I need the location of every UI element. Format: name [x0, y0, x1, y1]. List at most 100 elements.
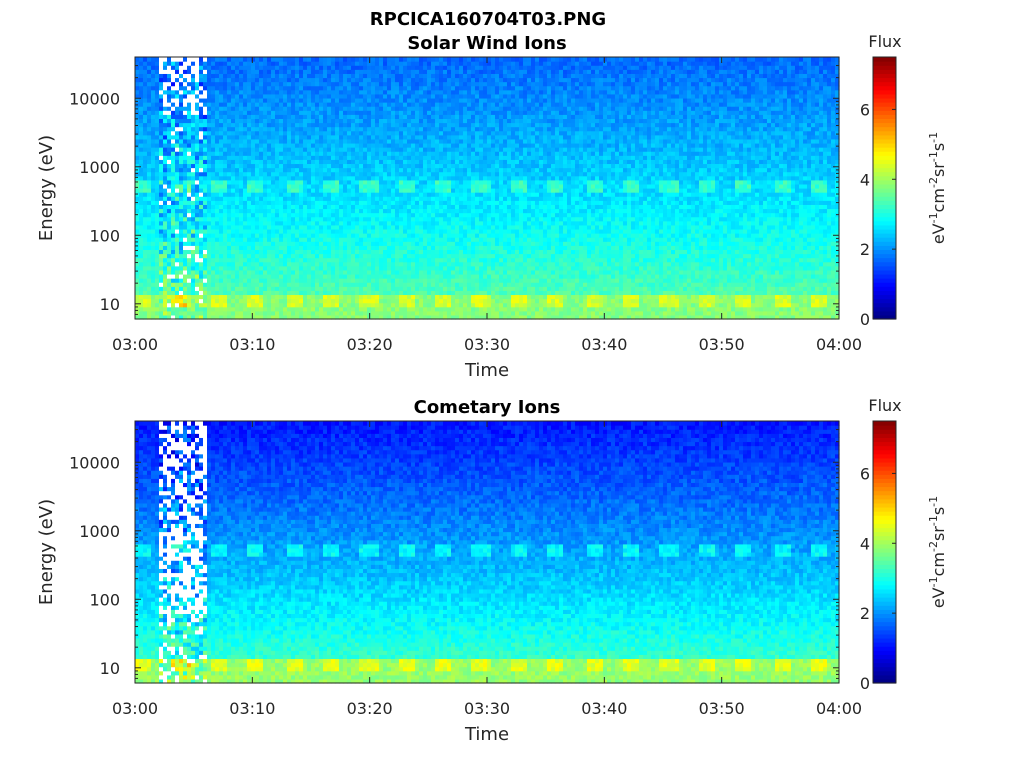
heatmap-cell — [263, 208, 268, 213]
heatmap-cell — [211, 77, 216, 82]
heatmap-cell — [423, 77, 428, 82]
heatmap-cell — [155, 282, 160, 287]
heatmap-cell — [179, 131, 184, 136]
heatmap-cell — [423, 102, 428, 107]
heatmap-cell — [223, 139, 228, 144]
heatmap-cell — [247, 241, 252, 246]
heatmap-cell — [143, 270, 148, 275]
heatmap-cell — [143, 254, 148, 259]
heatmap-cell — [291, 233, 296, 238]
heatmap-cell — [291, 262, 296, 267]
heatmap-cell — [435, 192, 440, 197]
heatmap-cell — [419, 278, 424, 283]
heatmap-cell — [351, 61, 356, 66]
heatmap-cell — [283, 151, 288, 156]
heatmap-cell — [267, 188, 272, 193]
heatmap-cell — [179, 73, 184, 78]
heatmap-cell — [243, 196, 248, 201]
heatmap-cell — [243, 90, 248, 95]
heatmap-cell — [215, 245, 220, 250]
heatmap-cell — [239, 262, 244, 267]
heatmap-cell — [355, 274, 360, 279]
heatmap-cell — [239, 311, 244, 316]
heatmap-cell — [423, 221, 428, 226]
heatmap-cell — [343, 98, 348, 103]
heatmap-cell — [191, 254, 196, 259]
heatmap-cell — [403, 225, 408, 230]
heatmap-cell — [187, 245, 192, 250]
heatmap-cell — [359, 114, 364, 119]
heatmap-cell — [187, 254, 192, 259]
heatmap-cell — [399, 139, 404, 144]
heatmap-cell — [159, 114, 164, 119]
heatmap-cell — [427, 123, 432, 128]
heatmap-cell — [283, 143, 288, 148]
heatmap-cell — [375, 69, 380, 74]
heatmap-cell — [439, 147, 444, 152]
heatmap-cell — [303, 77, 308, 82]
heatmap-cell — [279, 213, 284, 218]
heatmap-cell — [299, 82, 304, 87]
heatmap-cell — [351, 86, 356, 91]
heatmap-cell — [167, 139, 172, 144]
heatmap-cell — [263, 258, 268, 263]
heatmap-cell — [335, 73, 340, 78]
heatmap-cell — [219, 245, 224, 250]
heatmap-cell — [311, 262, 316, 267]
heatmap-cell — [415, 200, 420, 205]
heatmap-cell — [399, 254, 404, 259]
heatmap-cell — [379, 237, 384, 242]
heatmap-cell — [379, 188, 384, 193]
heatmap-cell — [275, 135, 280, 140]
heatmap-cell — [231, 155, 236, 160]
heatmap-cell — [379, 225, 384, 230]
heatmap-cell — [331, 286, 336, 291]
heatmap-cell — [287, 282, 292, 287]
heatmap-cell — [227, 180, 232, 185]
heatmap-cell — [259, 311, 264, 316]
heatmap-cell — [367, 204, 372, 209]
heatmap-cell — [163, 143, 168, 148]
heatmap-cell — [167, 82, 172, 87]
heatmap-cell — [307, 176, 312, 181]
heatmap-cell — [283, 213, 288, 218]
heatmap-cell — [439, 196, 444, 201]
heatmap-cell — [415, 123, 420, 128]
heatmap-cell — [335, 192, 340, 197]
heatmap-cell — [215, 159, 220, 164]
heatmap-cell — [291, 123, 296, 128]
heatmap-cell — [315, 225, 320, 230]
heatmap-cell — [431, 163, 436, 168]
heatmap-cell — [395, 290, 400, 295]
heatmap-cell — [271, 127, 276, 132]
heatmap-cell — [179, 196, 184, 201]
heatmap-cell — [303, 69, 308, 74]
heatmap-cell — [307, 102, 312, 107]
heatmap-cell — [167, 118, 172, 123]
heatmap-cell — [435, 229, 440, 234]
heatmap-cell — [443, 217, 448, 222]
heatmap-cell — [403, 245, 408, 250]
heatmap-cell — [295, 172, 300, 177]
heatmap-cell — [135, 286, 140, 291]
heatmap-cell — [227, 200, 232, 205]
heatmap-cell — [207, 299, 212, 304]
heatmap-cell — [427, 98, 432, 103]
heatmap-cell — [207, 77, 212, 82]
heatmap-cell — [167, 114, 172, 119]
heatmap-cell — [223, 237, 228, 242]
heatmap-cell — [179, 168, 184, 173]
heatmap-cell — [219, 106, 224, 111]
heatmap-cell — [187, 69, 192, 74]
heatmap-cell — [155, 303, 160, 308]
heatmap-cell — [315, 73, 320, 78]
heatmap-cell — [447, 311, 452, 316]
heatmap-cell — [299, 241, 304, 246]
heatmap-cell — [283, 245, 288, 250]
heatmap-cell — [375, 278, 380, 283]
heatmap-cell — [203, 200, 208, 205]
heatmap-cell — [439, 200, 444, 205]
heatmap-cell — [143, 188, 148, 193]
heatmap-cell — [283, 82, 288, 87]
heatmap-cell — [415, 233, 420, 238]
